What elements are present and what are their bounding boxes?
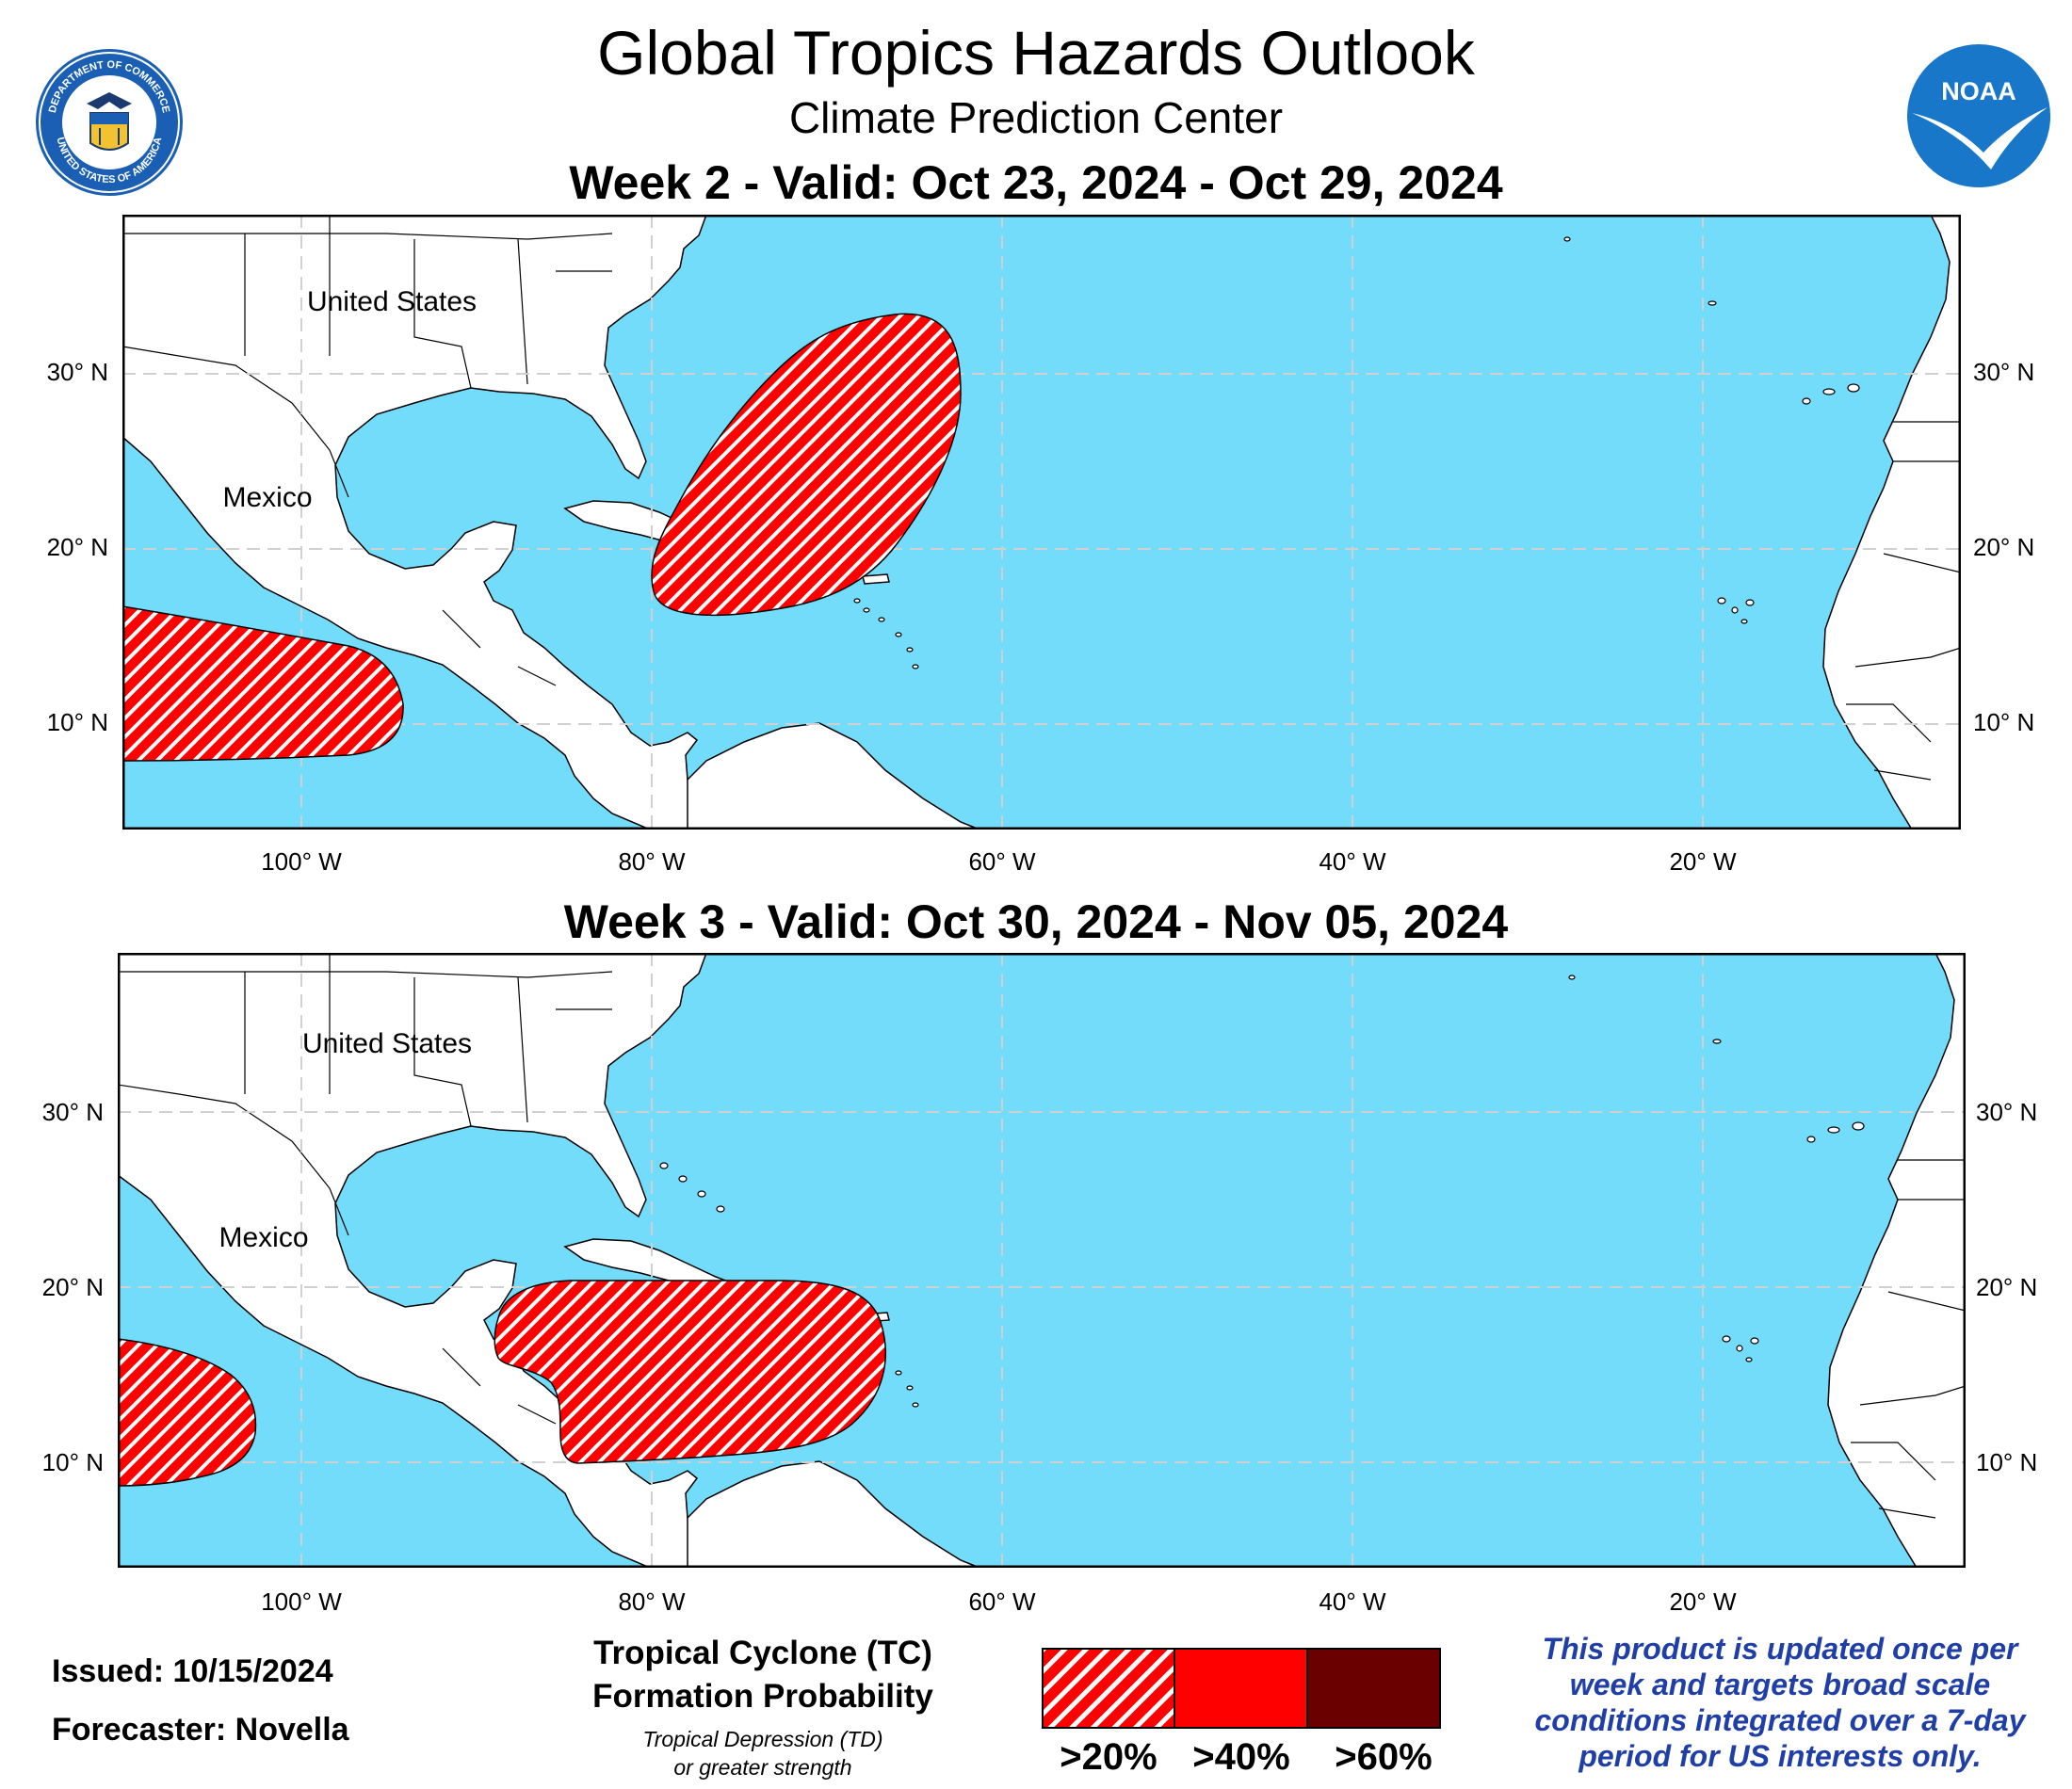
label-united-states: United States xyxy=(307,286,477,317)
issued-date: Issued: 10/15/2024 xyxy=(52,1653,333,1689)
legend-label-20: >20% xyxy=(1060,1736,1157,1778)
week2-lon-60w: 60° W xyxy=(968,847,1036,876)
week3-map-title: Week 3 - Valid: Oct 30, 2024 - Nov 05, 2… xyxy=(563,895,1509,948)
week3-map: United States Mexico xyxy=(118,953,1966,1568)
puerto-rico-land xyxy=(862,573,890,585)
africa-land xyxy=(1827,953,1966,1568)
legend-label-60: >60% xyxy=(1335,1736,1433,1778)
graticule xyxy=(118,953,1966,1568)
label-mexico: Mexico xyxy=(219,1222,308,1253)
label-united-states: United States xyxy=(302,1028,472,1059)
noaa-logo-text: NOAA xyxy=(1941,77,2016,105)
week3-lon-80w: 80° W xyxy=(618,1588,686,1616)
disclaimer-line3: conditions integrated over a 7-day xyxy=(1534,1703,2026,1737)
week3-lon-100w: 100° W xyxy=(261,1588,342,1616)
graticule xyxy=(122,215,1961,830)
week2-lat-right-30: 30° N xyxy=(1973,358,2035,386)
disclaimer-line1: This product is updated once per xyxy=(1542,1632,2018,1666)
legend-swatch-40 xyxy=(1174,1648,1308,1729)
forecaster-name: Forecaster: Novella xyxy=(52,1712,349,1748)
week3-lon-60w: 60° W xyxy=(968,1588,1036,1616)
week2-lat-left-20: 20° N xyxy=(46,533,108,561)
north-america-land xyxy=(122,215,952,830)
political-boundaries xyxy=(122,215,1961,781)
legend-swatch-20 xyxy=(1042,1648,1175,1729)
week3-lat-left-10: 10° N xyxy=(41,1448,104,1476)
week3-lat-right-10: 10° N xyxy=(1976,1448,2038,1476)
noaa-logo: NOAA xyxy=(1907,44,2050,187)
week3-lat-right-30: 30° N xyxy=(1976,1098,2038,1126)
south-america-land xyxy=(687,1460,980,1568)
political-boundaries xyxy=(118,953,1966,1519)
week3-lat-left-20: 20° N xyxy=(41,1273,104,1301)
week2-lon-100w: 100° W xyxy=(261,847,342,876)
page-subtitle: Climate Prediction Center xyxy=(788,93,1284,142)
week2-lon-20w: 20° W xyxy=(1669,847,1737,876)
week2-lon-80w: 80° W xyxy=(618,847,686,876)
south-america-land xyxy=(687,722,980,830)
legend-swatches xyxy=(1042,1648,1441,1729)
map-frame xyxy=(122,215,1961,830)
map-frame xyxy=(118,953,1966,1568)
week2-lat-left-10: 10° N xyxy=(46,708,108,736)
legend-swatch-60 xyxy=(1306,1648,1441,1729)
week3-lat-left-30: 30° N xyxy=(41,1098,104,1126)
western-atlantic-tc-area xyxy=(651,313,962,617)
eastern-pacific-tc-area xyxy=(118,1338,257,1487)
week3-lon-40w: 40° W xyxy=(1319,1588,1386,1616)
week2-lon-40w: 40° W xyxy=(1319,847,1386,876)
caribbean-tc-area xyxy=(494,1280,886,1464)
legend-title-line2: Formation Probability xyxy=(592,1678,933,1715)
africa-land xyxy=(1822,215,1961,830)
legend-label-40: >40% xyxy=(1192,1736,1290,1778)
small-islands xyxy=(659,975,1865,1408)
week3-lat-right-20: 20° N xyxy=(1976,1273,2038,1301)
disclaimer-line4: period for US interests only. xyxy=(1578,1739,1982,1773)
disclaimer-line2: week and targets broad scale xyxy=(1569,1668,1991,1701)
week2-map-title: Week 2 - Valid: Oct 23, 2024 - Oct 29, 2… xyxy=(569,156,1503,209)
legend-title-line1: Tropical Cyclone (TC) xyxy=(593,1635,932,1671)
week2-lat-right-10: 10° N xyxy=(1973,708,2035,736)
week2-lat-left-30: 30° N xyxy=(46,358,108,386)
legend-note-line1: Tropical Depression (TD) xyxy=(642,1727,883,1751)
small-islands xyxy=(853,236,1860,669)
eastern-pacific-tc-area xyxy=(122,605,404,762)
legend-note-line2: or greater strength xyxy=(673,1755,852,1780)
department-of-commerce-seal: DEPARTMENT OF COMMERCE UNITED STATES OF … xyxy=(36,49,183,196)
label-mexico: Mexico xyxy=(222,482,312,513)
page-title: Global Tropics Hazards Outlook xyxy=(597,18,1475,88)
week2-map: United States Mexico xyxy=(122,215,1961,830)
week2-lat-right-20: 20° N xyxy=(1973,533,2035,561)
week3-lon-20w: 20° W xyxy=(1669,1588,1737,1616)
